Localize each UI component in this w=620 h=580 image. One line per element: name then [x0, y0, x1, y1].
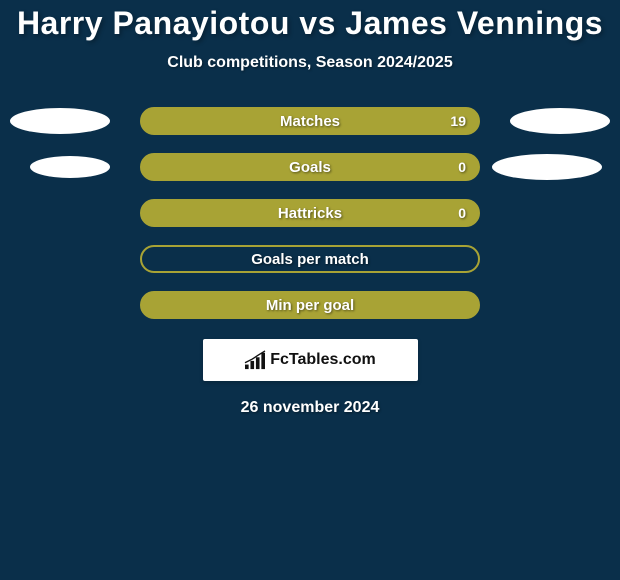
bar-chart-icon: [244, 350, 266, 370]
page-subtitle: Club competitions, Season 2024/2025: [0, 54, 620, 72]
left-indicator-ellipse: [10, 108, 110, 134]
stat-bar-goals: Goals 0: [140, 153, 480, 181]
left-indicator-ellipse: [30, 156, 110, 178]
stat-label: Hattricks: [278, 205, 342, 222]
stat-label: Min per goal: [266, 297, 354, 314]
stat-value-right: 0: [458, 159, 466, 175]
stats-area: Matches 19 Goals 0 Hattricks 0 Goals per…: [0, 107, 620, 319]
stat-row-min-per-goal: Min per goal: [0, 291, 620, 319]
stat-label: Goals: [289, 159, 331, 176]
stat-value-right: 19: [450, 113, 466, 129]
branding-logo-box: FcTables.com: [203, 339, 418, 381]
stat-value-right: 0: [458, 205, 466, 221]
right-indicator-ellipse: [492, 154, 602, 180]
page-title: Harry Panayiotou vs James Vennings: [0, 5, 620, 42]
logo-content: FcTables.com: [244, 350, 376, 370]
stat-row-goals: Goals 0: [0, 153, 620, 181]
logo-text: FcTables.com: [270, 351, 376, 369]
comparison-card: Harry Panayiotou vs James Vennings Club …: [0, 0, 620, 417]
stat-bar-goals-per-match: Goals per match: [140, 245, 480, 273]
stat-row-hattricks: Hattricks 0: [0, 199, 620, 227]
stat-bar-min-per-goal: Min per goal: [140, 291, 480, 319]
stat-label: Goals per match: [251, 251, 369, 268]
footer-date: 26 november 2024: [0, 399, 620, 417]
stat-row-goals-per-match: Goals per match: [0, 245, 620, 273]
stat-bar-matches: Matches 19: [140, 107, 480, 135]
stat-bar-hattricks: Hattricks 0: [140, 199, 480, 227]
right-indicator-ellipse: [510, 108, 610, 134]
stat-row-matches: Matches 19: [0, 107, 620, 135]
stat-label: Matches: [280, 113, 340, 130]
